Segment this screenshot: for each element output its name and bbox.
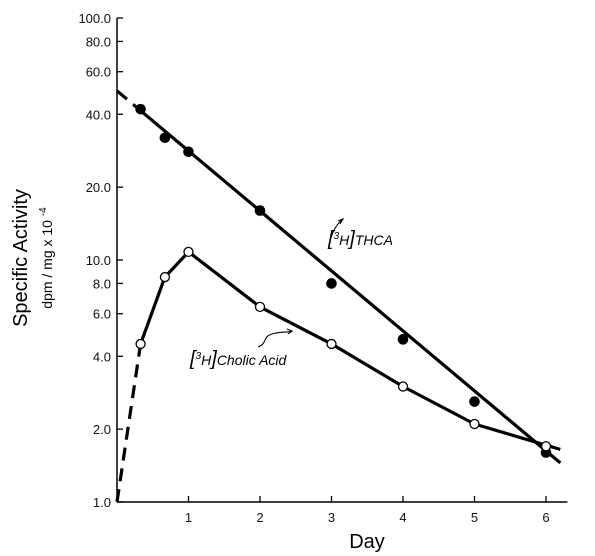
cholic-acid-label-text: Cholic Acid bbox=[217, 352, 288, 368]
y-tick-label: 40.0 bbox=[86, 107, 111, 122]
thca-point bbox=[326, 278, 337, 289]
thca-label: [3H]THCA bbox=[327, 228, 393, 250]
y-axis-units-exponent: -4 bbox=[38, 207, 49, 216]
cholic-acid-label-bracket-close: ] bbox=[209, 348, 217, 370]
y-tick-label: 2.0 bbox=[93, 422, 111, 437]
axes bbox=[116, 18, 568, 503]
y-tick-label: 4.0 bbox=[93, 349, 111, 364]
series-labels: [3H]THCA[3H]Cholic Acid bbox=[189, 217, 393, 370]
thca-point bbox=[397, 334, 409, 345]
thca-label-bracket-close: ] bbox=[347, 228, 355, 250]
cholic-acid-point bbox=[254, 301, 266, 313]
x-tick-label: 2 bbox=[256, 510, 263, 525]
tick-labels: 1.0 2.0 4.0 6.0 8.0 10.0 20.0 40.0 60.0 80.0 100.0… bbox=[78, 11, 549, 525]
cholic-acid-label-pointer bbox=[257, 330, 293, 348]
tick-marks bbox=[117, 17, 547, 503]
y-tick-label: 6.0 bbox=[93, 307, 111, 322]
cholic-acid-point bbox=[469, 418, 480, 430]
thca-point bbox=[159, 132, 171, 144]
cholic-acid-line-solid bbox=[139, 250, 561, 451]
cholic-acid-label-superscript: 3 bbox=[196, 351, 202, 362]
x-tick-label: 1 bbox=[185, 510, 192, 525]
x-tick-label: 6 bbox=[542, 510, 549, 525]
x-tick-label: 5 bbox=[471, 510, 478, 525]
cholic-acid-point bbox=[159, 271, 171, 283]
thca-point bbox=[254, 205, 266, 216]
cholic-acid-point bbox=[540, 441, 552, 452]
cholic-acid-label-arrowhead bbox=[286, 328, 294, 335]
thca-label-arrowhead bbox=[337, 217, 345, 225]
cholic-acid-point bbox=[183, 246, 194, 258]
cholic-acid-point bbox=[397, 381, 409, 392]
series-points bbox=[135, 103, 552, 458]
thca-point bbox=[183, 146, 194, 158]
cholic-acid-label-bracket-open: [ bbox=[189, 348, 198, 370]
y-tick-label: 100.0 bbox=[78, 11, 111, 26]
y-tick-label: 80.0 bbox=[86, 34, 111, 49]
y-tick-label: 8.0 bbox=[93, 276, 111, 291]
thca-point bbox=[135, 103, 146, 115]
cholic-acid-line-dashed bbox=[115, 343, 143, 503]
cholic-acid-point bbox=[135, 338, 146, 350]
thca-label-bracket-open: [ bbox=[327, 228, 336, 250]
cholic-acid-label: [3H]Cholic Acid bbox=[189, 348, 288, 370]
thca-label-text: THCA bbox=[355, 232, 393, 248]
thca-label-superscript: 3 bbox=[334, 231, 340, 242]
y-tick-label: 20.0 bbox=[86, 180, 111, 195]
thca-point bbox=[469, 396, 480, 407]
thca-label-element: H bbox=[339, 232, 350, 248]
cholic-acid-point bbox=[326, 338, 337, 350]
y-tick-label: 1.0 bbox=[93, 495, 111, 510]
x-axis-title: Day bbox=[349, 531, 385, 553]
y-axis-title: Specific Activity bbox=[10, 189, 32, 327]
y-tick-label: 60.0 bbox=[86, 65, 111, 80]
y-tick-label: 10.0 bbox=[86, 253, 111, 268]
y-axis-units: dpm / mg x 10 -4 bbox=[38, 207, 55, 309]
x-tick-label: 4 bbox=[399, 510, 406, 525]
thca-line-solid bbox=[139, 109, 562, 465]
cholic-acid-label-element: H bbox=[201, 352, 212, 368]
y-axis-units-text: dpm / mg x 10 bbox=[39, 220, 55, 309]
x-tick-label: 3 bbox=[328, 510, 335, 525]
